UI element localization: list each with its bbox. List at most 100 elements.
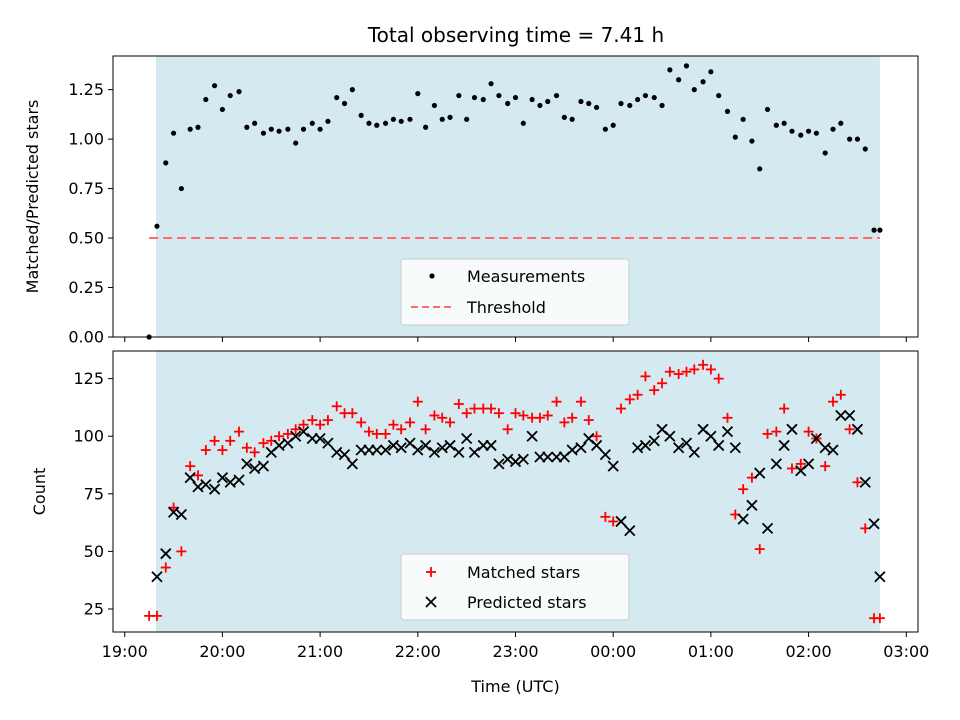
ratio-legend-box: [400, 258, 630, 326]
measurement-point: [602, 126, 608, 132]
measurement-point: [877, 227, 883, 233]
y-tick-label: 100: [73, 427, 104, 446]
measurement-point: [195, 124, 201, 130]
predicted-star-mark: [746, 499, 758, 511]
measurement-point: [854, 136, 861, 142]
predicted-star-mark: [444, 439, 456, 452]
measurement-point: [781, 120, 787, 126]
measurement-point: [683, 63, 690, 69]
predicted-star-mark: [656, 423, 668, 435]
predicted-star-mark: [425, 596, 437, 608]
count-legend-box: [400, 553, 630, 621]
predicted-star-mark: [721, 425, 734, 438]
predicted-star-mark: [241, 458, 253, 470]
legend-measurements: Measurements: [467, 267, 585, 286]
measurement-point: [642, 92, 649, 99]
measurement-point: [724, 108, 731, 115]
predicted-star-mark: [192, 481, 204, 493]
measurement-point: [252, 120, 258, 126]
count-axes-frame: [112, 350, 919, 633]
x-tick-label: 03:00: [883, 642, 929, 661]
measurement-point: [627, 102, 633, 109]
measurement-point: [520, 120, 526, 126]
predicted-star-mark: [827, 444, 839, 456]
count-points: [144, 359, 886, 624]
predicted-star-mark: [737, 513, 749, 525]
predicted-star-mark: [754, 467, 766, 479]
predicted-star-mark: [273, 439, 285, 452]
predicted-star-mark: [290, 430, 302, 442]
predicted-star-mark: [713, 439, 725, 452]
predicted-star-mark: [859, 476, 871, 488]
measurement-point: [862, 146, 868, 152]
measurement-point: [593, 104, 600, 111]
measurement-point: [716, 92, 722, 99]
predicted-star-mark: [802, 458, 815, 470]
measurement-point: [651, 94, 657, 101]
predicted-star-mark: [419, 439, 432, 452]
measurement-point: [227, 92, 233, 99]
measurement-point: [471, 94, 478, 101]
predicted-star-mark: [216, 472, 229, 484]
predicted-star-mark: [648, 435, 660, 447]
legend-matched-stars: Matched stars: [467, 563, 580, 582]
measurement-point: [545, 98, 551, 105]
x-tick-label: 01:00: [688, 642, 734, 661]
y-tick-label: 0.75: [68, 179, 104, 198]
count-legend: Matched stars Predicted stars: [400, 553, 630, 621]
measurement-point: [691, 87, 697, 93]
predicted-star-mark: [371, 444, 383, 456]
predicted-star-mark: [331, 446, 343, 458]
measurement-point: [464, 116, 470, 122]
measurement-point: [358, 112, 364, 118]
measurement-point: [700, 79, 706, 85]
y-tick-label: 75: [84, 484, 104, 503]
measurement-points: [146, 63, 883, 340]
measurement-point: [382, 120, 389, 126]
predicted-star-mark: [874, 571, 886, 583]
predicted-star-mark: [502, 453, 514, 465]
measurement-point: [366, 120, 372, 126]
measurement-point: [529, 96, 535, 103]
measurement-point: [212, 83, 218, 89]
measurement-point: [496, 92, 502, 99]
y-tick-label: 125: [73, 369, 104, 388]
measurement-point: [667, 67, 673, 73]
measurement-point: [276, 128, 282, 134]
measurement-point: [423, 124, 429, 130]
measurement-point: [439, 116, 445, 122]
measurement-point: [293, 140, 299, 146]
predicted-star-mark: [599, 449, 612, 461]
measurement-point: [789, 128, 795, 134]
measurement-point: [838, 120, 844, 126]
x-tick-label: 20:00: [199, 642, 245, 661]
predicted-star-mark: [607, 460, 619, 472]
predicted-star-mark: [468, 446, 481, 458]
predicted-star-mark: [485, 439, 497, 452]
ratio-y-label: Matched/Predicted stars: [23, 100, 42, 294]
x-tick-label: 23:00: [492, 642, 538, 661]
predicted-star-mark: [233, 474, 245, 486]
predicted-star-mark: [224, 476, 236, 488]
predicted-star-mark: [639, 439, 652, 452]
measurement-point: [708, 69, 714, 75]
count-y-ticks: 25 50 75 100 125: [73, 369, 113, 618]
ratio-axes-frame: [112, 55, 919, 338]
measurement-point: [749, 138, 755, 144]
measurement-point: [805, 128, 812, 134]
measurement-point: [553, 92, 560, 99]
predicted-star-mark: [151, 571, 163, 583]
predicted-star-mark: [453, 446, 465, 458]
predicted-star-mark: [184, 472, 196, 484]
measurement-point: [178, 185, 184, 192]
predicted-star-mark: [810, 432, 823, 445]
predicted-star-mark: [835, 409, 847, 422]
measurement-point: [512, 94, 519, 101]
predicted-star-mark: [493, 458, 505, 470]
predicted-star-mark: [379, 444, 392, 456]
measurement-point: [341, 100, 348, 107]
predicted-star-mark: [761, 522, 774, 534]
count-panel: 25 50 75 100 125 19:00 20:00 21:00 22:00 23:00 00…: [30, 350, 929, 696]
predicted-star-mark: [729, 442, 741, 454]
